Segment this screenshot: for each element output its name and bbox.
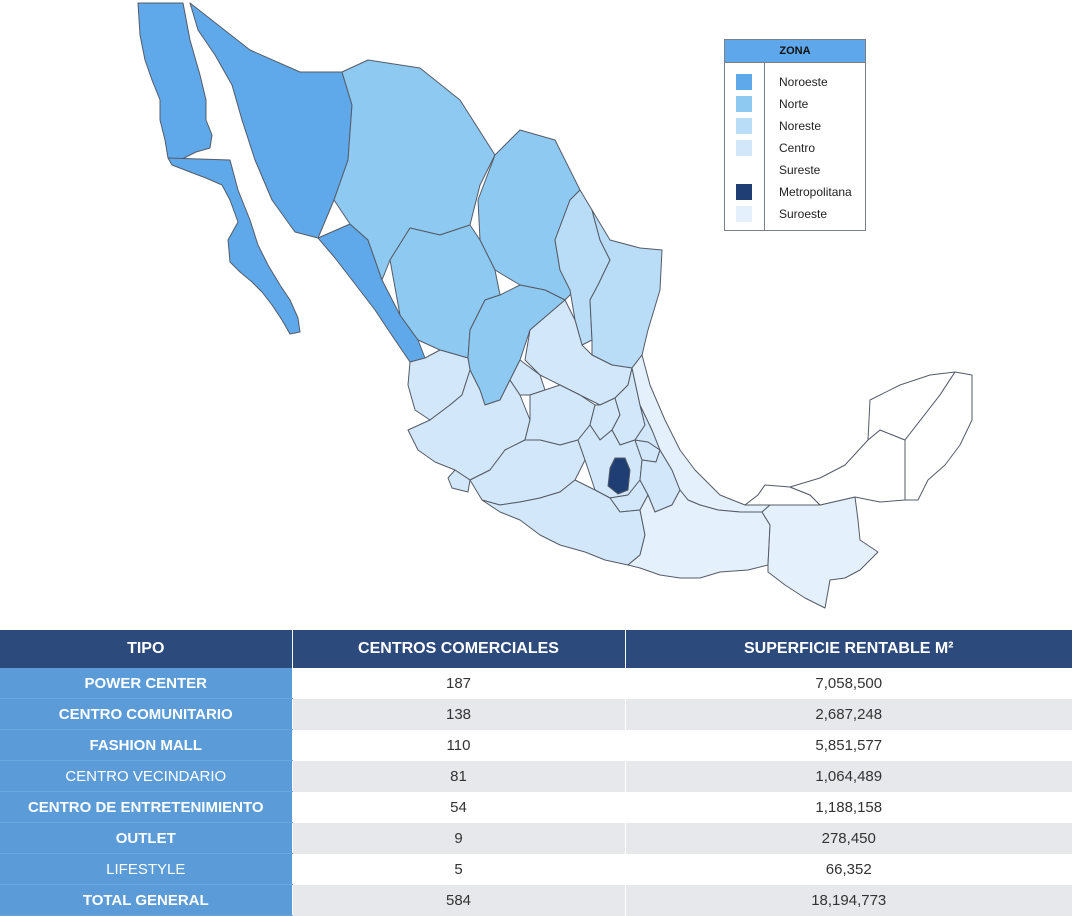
header-superficie-rentable: SUPERFICIE RENTABLE M² <box>625 630 1072 668</box>
region-quintana-roo[interactable] <box>904 371 973 501</box>
table-row: TOTAL GENERAL 584 18,194,773 <box>0 884 1072 916</box>
legend-swatch <box>736 140 752 156</box>
legend-swatch <box>736 118 752 134</box>
legend-label: Sureste <box>779 163 821 177</box>
legend-label: Metropolitana <box>779 185 852 199</box>
region-sonora[interactable] <box>189 2 353 239</box>
table-row: POWER CENTER 187 7,058,500 <box>0 668 1072 699</box>
cell-tipo: CENTRO VECINDARIO <box>0 760 293 792</box>
cell-centros: 584 <box>292 884 626 916</box>
table-header-row: TIPO CENTROS COMERCIALES SUPERFICIE RENT… <box>0 630 1072 668</box>
cell-centros: 138 <box>292 698 626 730</box>
mexico-map <box>137 2 973 609</box>
cell-centros: 5 <box>292 853 626 885</box>
legend-swatch <box>736 162 752 178</box>
table-row: CENTRO DE ENTRETENIMIENTO 54 1,188,158 <box>0 791 1072 823</box>
cell-tipo: CENTRO DE ENTRETENIMIENTO <box>0 791 293 823</box>
cell-tipo: OUTLET <box>0 822 293 854</box>
cell-centros: 54 <box>292 791 626 823</box>
legend-label: Noreste <box>779 119 822 133</box>
cell-tipo: TOTAL GENERAL <box>0 884 293 916</box>
legend-title: ZONA <box>725 40 865 63</box>
legend-item-noreste: Noreste <box>725 116 865 136</box>
legend-item-noroeste: Noroeste <box>725 72 865 92</box>
cell-centros: 9 <box>292 822 626 854</box>
legend-divider <box>764 62 765 230</box>
legend-swatch <box>736 184 752 200</box>
region-baja-california[interactable] <box>137 2 213 161</box>
table-row: FASHION MALL 110 5,851,577 <box>0 729 1072 761</box>
table-row: OUTLET 9 278,450 <box>0 822 1072 854</box>
header-centros-comerciales: CENTROS COMERCIALES <box>292 630 626 668</box>
region-baja-california-sur[interactable] <box>167 157 301 335</box>
legend: ZONA Noroeste Norte Noreste Centro Sures… <box>724 39 866 231</box>
cell-superficie: 5,851,577 <box>625 729 1072 761</box>
table-row: CENTRO VECINDARIO 81 1,064,489 <box>0 760 1072 792</box>
cell-superficie: 278,450 <box>625 822 1072 854</box>
region-ciudad-de-mexico[interactable] <box>607 457 631 495</box>
cell-superficie: 1,188,158 <box>625 791 1072 823</box>
cell-centros: 81 <box>292 760 626 792</box>
legend-item-centro: Centro <box>725 138 865 158</box>
region-colima[interactable] <box>447 469 471 493</box>
legend-swatch <box>736 96 752 112</box>
legend-label: Centro <box>779 141 816 155</box>
header-tipo: TIPO <box>0 630 293 668</box>
region-tamaulipas[interactable] <box>589 209 663 369</box>
legend-label: Noroeste <box>779 75 828 89</box>
legend-label: Suroeste <box>779 207 828 221</box>
cell-tipo: FASHION MALL <box>0 729 293 761</box>
cell-tipo: CENTRO COMUNITARIO <box>0 698 293 730</box>
region-campeche[interactable] <box>789 429 906 506</box>
table-row: LIFESTYLE 5 66,352 <box>0 853 1072 885</box>
legend-label: Norte <box>779 97 809 111</box>
shopping-center-table: TIPO CENTROS COMERCIALES SUPERFICIE RENT… <box>0 630 1072 916</box>
legend-item-suroeste: Suroeste <box>725 204 865 224</box>
cell-superficie: 2,687,248 <box>625 698 1072 730</box>
region-chiapas[interactable] <box>761 496 879 609</box>
legend-item-norte: Norte <box>725 94 865 114</box>
cell-tipo: LIFESTYLE <box>0 853 293 885</box>
map-area: ZONA Noroeste Norte Noreste Centro Sures… <box>137 2 973 609</box>
legend-item-sureste: Sureste <box>725 160 865 180</box>
cell-tipo: POWER CENTER <box>0 668 293 699</box>
cell-superficie: 1,064,489 <box>625 760 1072 792</box>
legend-item-metropolitana: Metropolitana <box>725 182 865 202</box>
table-row: CENTRO COMUNITARIO 138 2,687,248 <box>0 698 1072 730</box>
legend-swatch <box>736 206 752 222</box>
cell-centros: 110 <box>292 729 626 761</box>
cell-superficie: 66,352 <box>625 853 1072 885</box>
cell-superficie: 18,194,773 <box>625 884 1072 916</box>
cell-centros: 187 <box>292 668 626 699</box>
legend-swatch <box>736 74 752 90</box>
cell-superficie: 7,058,500 <box>625 668 1072 699</box>
